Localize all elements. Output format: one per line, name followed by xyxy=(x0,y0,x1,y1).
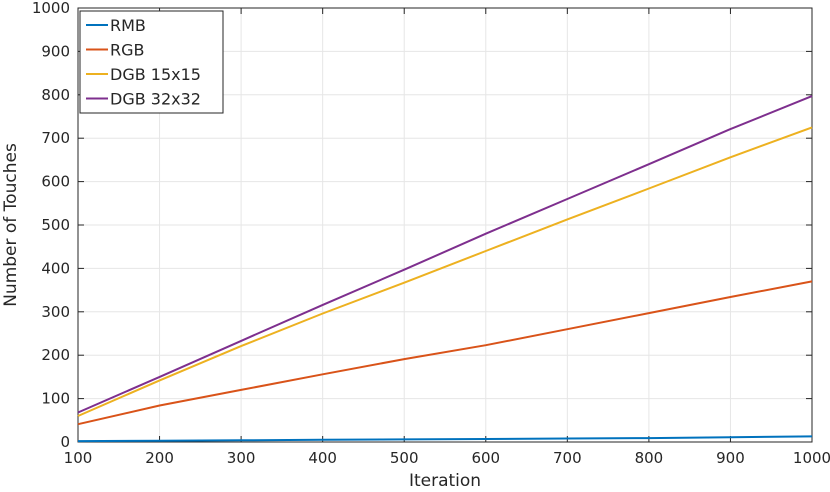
y-axis-title: Number of Touches xyxy=(1,143,21,307)
y-tick-label: 300 xyxy=(41,303,70,321)
x-tick-label: 900 xyxy=(716,449,745,467)
y-tick-label: 700 xyxy=(41,129,70,147)
y-tick-label: 200 xyxy=(41,346,70,364)
x-tick-label: 100 xyxy=(64,449,93,467)
x-tick-label: 800 xyxy=(635,449,664,467)
legend-box xyxy=(79,10,224,114)
legend-entries: RMB RGB DGB 15x15 DGB 32x32 xyxy=(86,16,201,109)
legend-label: DGB 15x15 xyxy=(110,65,201,84)
y-tick-label: 600 xyxy=(41,173,70,191)
y-tick-label: 900 xyxy=(41,42,70,60)
y-tick-label: 400 xyxy=(41,259,70,277)
series-lines xyxy=(77,95,813,443)
y-tick-label: 0 xyxy=(60,433,70,451)
x-tick-labels: 100 200 300 400 500 600 700 800 900 1000 xyxy=(64,449,830,467)
legend-label: RMB xyxy=(110,16,146,35)
x-tick-label: 1000 xyxy=(793,449,830,467)
series-line-3 xyxy=(77,126,813,417)
y-tick-labels: 0 100 200 300 400 500 600 700 800 900 1000 xyxy=(32,0,70,451)
x-tick-label: 600 xyxy=(471,449,500,467)
series-line-1 xyxy=(77,435,813,443)
series-line-2 xyxy=(77,280,813,426)
legend-label: DGB 32x32 xyxy=(110,90,201,109)
legend-label: RGB xyxy=(110,41,145,60)
y-tick-label: 1000 xyxy=(32,0,70,17)
x-tick-label: 200 xyxy=(145,449,174,467)
x-tick-label: 300 xyxy=(227,449,256,467)
y-tick-label: 100 xyxy=(41,390,70,408)
x-tick-label: 500 xyxy=(390,449,419,467)
x-axis-title: Iteration xyxy=(409,471,481,491)
series-line-4 xyxy=(77,95,813,414)
y-tick-label: 500 xyxy=(41,216,70,234)
y-tick-label: 800 xyxy=(41,86,70,104)
x-tick-label: 400 xyxy=(308,449,337,467)
legend: RMB RGB DGB 15x15 DGB 32x32 xyxy=(79,10,224,114)
x-tick-label: 700 xyxy=(553,449,582,467)
